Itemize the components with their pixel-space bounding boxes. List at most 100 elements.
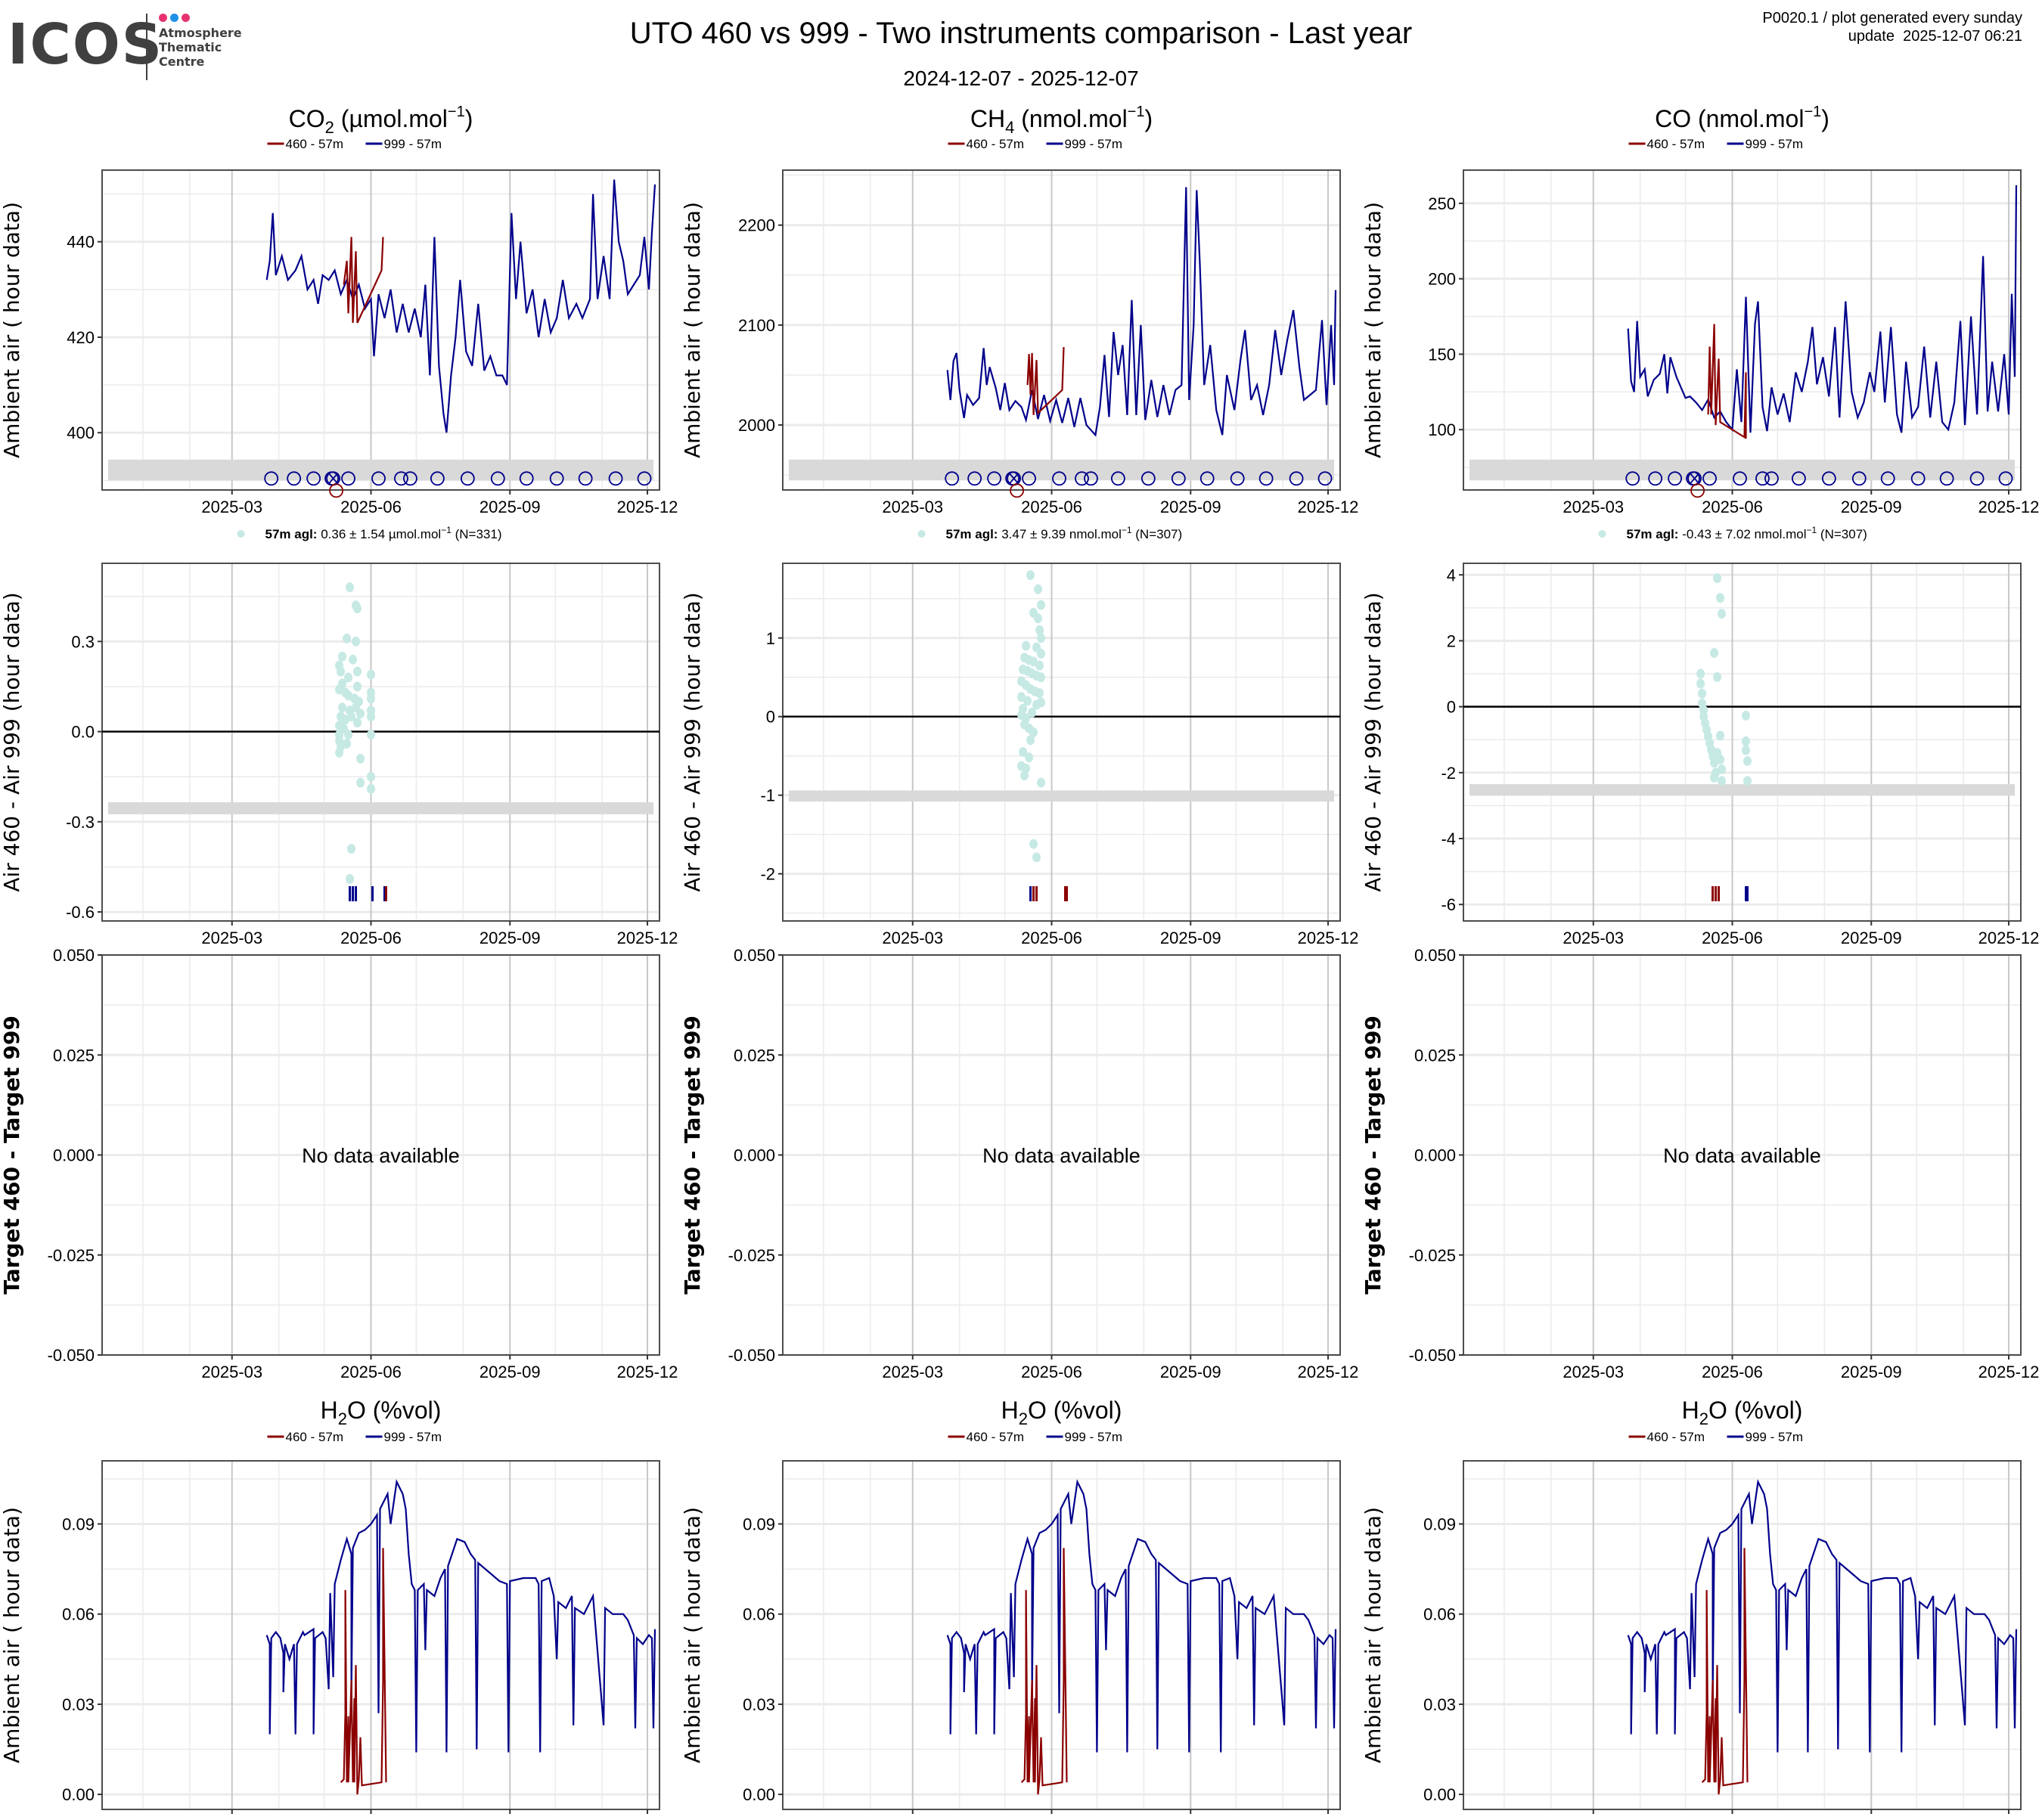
stat-summary: 57m agl: 0.36 ± 1.54 µmol.mol−1 (N=331): [265, 525, 502, 541]
series-999-line: [946, 187, 1337, 437]
x-tick-label: 2025-12: [1978, 1817, 2040, 1820]
series-999-line: [265, 1479, 656, 1753]
plot-border: [101, 563, 660, 922]
diff-point: [1741, 745, 1750, 755]
plot-border: [782, 563, 1341, 922]
generation-info: P0020.1 / plot generated every sunday upd…: [1762, 9, 2022, 45]
legend: 460 - 57m 999 - 57m: [1628, 1430, 1803, 1444]
event-tick-999: [355, 886, 358, 901]
plot-border: [1463, 169, 2022, 491]
diff-point: [356, 708, 365, 719]
y-axis-label: Target 460 - Target 999: [0, 1015, 24, 1294]
cal-marker-999: [1648, 471, 1663, 486]
event-tick-460: [1065, 886, 1068, 901]
y-tick-label: 2200: [738, 216, 775, 235]
x-tick-label: 2025-06: [1702, 498, 1763, 516]
plot-border: [782, 169, 1341, 491]
y-axis-label: Ambient air ( hour data): [1361, 1507, 1386, 1763]
diff-point: [1696, 668, 1705, 679]
x-tick-label: 2025-12: [617, 1817, 678, 1820]
y-axis-label: Air 460 - Air 999 (hour data): [1361, 592, 1386, 891]
cal-marker-999: [394, 471, 408, 486]
plot-border: [101, 169, 660, 491]
x-tick-label: 2025-06: [1021, 1363, 1082, 1381]
event-tick-460: [1715, 886, 1718, 901]
plot-border: [782, 1460, 1341, 1810]
logo-subtitle-line: Thematic: [159, 40, 222, 54]
diff-point: [1743, 756, 1752, 767]
y-axis-label: Ambient air ( hour data): [0, 1507, 24, 1763]
diff-point: [1019, 746, 1028, 757]
legend-label-460: 460 - 57m: [967, 1430, 1025, 1444]
cross-marker-icon: [327, 473, 339, 485]
cal-marker-999: [608, 471, 623, 486]
cal-marker-999: [1851, 471, 1867, 486]
diff-point: [344, 730, 353, 740]
series-460-line: [343, 237, 384, 324]
y-tick-label: 0: [1447, 698, 1456, 717]
diff-point: [343, 738, 352, 749]
diff-point: [338, 651, 347, 662]
logo-wordmark: ICOS: [8, 12, 164, 77]
diff-point: [346, 582, 355, 593]
legend: 460 - 57m 999 - 57m: [948, 137, 1122, 151]
legend-label-999: 999 - 57m: [384, 137, 442, 151]
diff-point: [338, 702, 347, 713]
co2-ambient-panel: 400 420 440 2025-03 2025-06 2025-09 2025-12: [67, 169, 678, 516]
cal-marker-999: [1702, 471, 1717, 486]
x-tick-label: 2025-06: [1021, 1817, 1082, 1820]
y-axis-label: Air 460 - Air 999 (hour data): [680, 592, 705, 891]
diff-point: [1696, 678, 1705, 689]
diff-point: [1029, 839, 1038, 849]
y-tick-label: 0.0: [71, 723, 95, 742]
cal-marker-999: [1230, 471, 1245, 486]
series-460-line: [1701, 1548, 1749, 1795]
x-tick-label: 2025-12: [1978, 929, 2040, 947]
diff-point: [1034, 584, 1043, 594]
cal-marker-999: [264, 471, 279, 486]
logo-subtitle: Atmosphere Thematic Centre: [159, 26, 242, 69]
y-axis-label: Ambient air ( hour data): [0, 202, 24, 458]
x-tick-label: 2025-06: [1702, 1363, 1763, 1381]
y-tick-label: 0.000: [734, 1146, 775, 1165]
diff-point: [337, 666, 346, 677]
diff-point: [1037, 672, 1046, 683]
cal-marker-999: [1289, 471, 1304, 486]
cal-marker-999: [1110, 471, 1125, 486]
y-tick-label: 2000: [738, 416, 775, 435]
legend: 460 - 57m 999 - 57m: [267, 1430, 442, 1444]
diff-point: [1035, 688, 1044, 699]
y-tick-label: -0.6: [66, 903, 95, 922]
y-tick-label: 0: [766, 708, 775, 727]
diff-point: [367, 687, 376, 698]
y-tick-label: 100: [1428, 420, 1456, 439]
y-tick-label: 200: [1428, 270, 1456, 289]
event-tick-999: [349, 886, 352, 901]
x-tick-label: 2025-06: [340, 929, 402, 947]
x-tick-label: 2025-03: [201, 498, 262, 516]
diff-point: [353, 603, 362, 614]
stat-summary: 57m agl: 3.47 ± 9.39 nmol.mol−1 (N=307): [946, 525, 1183, 541]
y-tick-label: -0.3: [66, 813, 95, 832]
co-target-panel: -0.050 -0.025 0.000 0.025 0.050 2025-03 2025-0…: [1409, 946, 2040, 1381]
y-tick-label: 4: [1447, 566, 1456, 584]
x-tick-label: 2025-03: [201, 929, 262, 947]
diff-point: [1718, 776, 1727, 786]
legend-label-999: 999 - 57m: [1065, 1430, 1123, 1444]
cal-marker-999: [519, 471, 534, 486]
cal-marker-999: [1625, 471, 1640, 486]
x-tick-label: 2025-12: [617, 929, 678, 947]
diff-point: [1698, 688, 1707, 699]
y-tick-label: -4: [1441, 829, 1456, 848]
x-tick-label: 2025-03: [882, 929, 943, 947]
cal-marker-999: [1258, 471, 1274, 486]
x-tick-label: 2025-09: [1841, 1363, 1902, 1381]
cross-marker-icon: [1008, 473, 1019, 485]
generation-note: P0020.1 / plot generated every sunday: [1762, 10, 2022, 26]
stat-legend-point: [917, 530, 926, 538]
cal-marker-999: [1755, 471, 1770, 486]
cal-marker-999: [987, 471, 1002, 486]
panel-title: CH4 (nmol.mol−1): [970, 104, 1153, 137]
cal-marker-999: [1140, 471, 1156, 486]
cal-marker-999: [1791, 471, 1806, 486]
